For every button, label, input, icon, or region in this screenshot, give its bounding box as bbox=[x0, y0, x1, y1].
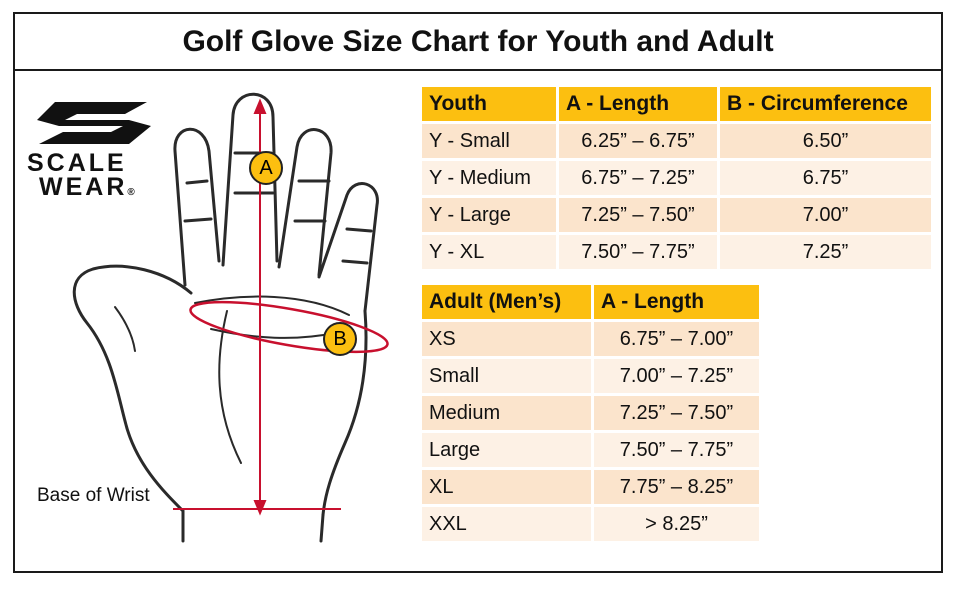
hand-diagram: SCALE WEAR® bbox=[15, 71, 415, 571]
youth-length-cell: 6.75” – 7.25” bbox=[559, 161, 717, 195]
youth-header-size: Youth bbox=[422, 87, 556, 121]
table-row: Y - Large 7.25” – 7.50” 7.00” bbox=[422, 198, 931, 232]
badge-b: B bbox=[323, 322, 357, 356]
adult-size-cell: Large bbox=[422, 433, 591, 467]
adult-header-size: Adult (Men’s) bbox=[422, 285, 591, 319]
adult-header-row: Adult (Men’s) A - Length bbox=[422, 285, 759, 319]
adult-length-cell: > 8.25” bbox=[594, 507, 759, 541]
table-row: XL 7.75” – 8.25” bbox=[422, 470, 759, 504]
adult-size-cell: Medium bbox=[422, 396, 591, 430]
page-title: Golf Glove Size Chart for Youth and Adul… bbox=[15, 14, 941, 71]
youth-header-length: A - Length bbox=[559, 87, 717, 121]
adult-header-length: A - Length bbox=[594, 285, 759, 319]
badge-b-label: B bbox=[333, 327, 347, 350]
table-row: Medium 7.25” – 7.50” bbox=[422, 396, 759, 430]
youth-size-cell: Y - XL bbox=[422, 235, 556, 269]
adult-size-cell: XS bbox=[422, 322, 591, 356]
table-row: XS 6.75” – 7.00” bbox=[422, 322, 759, 356]
youth-size-cell: Y - Large bbox=[422, 198, 556, 232]
youth-size-cell: Y - Medium bbox=[422, 161, 556, 195]
adult-size-cell: XXL bbox=[422, 507, 591, 541]
adult-length-cell: 7.25” – 7.50” bbox=[594, 396, 759, 430]
youth-header-row: Youth A - Length B - Circumference bbox=[422, 87, 931, 121]
youth-length-cell: 6.25” – 6.75” bbox=[559, 124, 717, 158]
table-row: Large 7.50” – 7.75” bbox=[422, 433, 759, 467]
youth-circ-cell: 6.75” bbox=[720, 161, 931, 195]
wrist-label: Base of Wrist bbox=[37, 485, 150, 506]
youth-length-cell: 7.25” – 7.50” bbox=[559, 198, 717, 232]
youth-header-circumference: B - Circumference bbox=[720, 87, 931, 121]
badge-a: A bbox=[249, 151, 283, 185]
scale-wear-logo-icon bbox=[37, 102, 151, 144]
adult-length-cell: 7.50” – 7.75” bbox=[594, 433, 759, 467]
youth-circ-cell: 6.50” bbox=[720, 124, 931, 158]
logo-line1: SCALE bbox=[27, 149, 127, 177]
youth-circ-cell: 7.25” bbox=[720, 235, 931, 269]
badge-a-label: A bbox=[259, 156, 273, 179]
table-row: XXL > 8.25” bbox=[422, 507, 759, 541]
adult-size-cell: Small bbox=[422, 359, 591, 393]
adult-size-cell: XL bbox=[422, 470, 591, 504]
adult-length-cell: 7.00” – 7.25” bbox=[594, 359, 759, 393]
youth-size-cell: Y - Small bbox=[422, 124, 556, 158]
table-row: Y - XL 7.50” – 7.75” 7.25” bbox=[422, 235, 931, 269]
logo-line2: WEAR® bbox=[39, 173, 135, 201]
adult-size-table: Adult (Men’s) A - Length XS 6.75” – 7.00… bbox=[419, 282, 762, 544]
youth-length-cell: 7.50” – 7.75” bbox=[559, 235, 717, 269]
table-row: Small 7.00” – 7.25” bbox=[422, 359, 759, 393]
adult-length-cell: 7.75” – 8.25” bbox=[594, 470, 759, 504]
youth-circ-cell: 7.00” bbox=[720, 198, 931, 232]
hand-outline-icon bbox=[72, 92, 389, 543]
adult-length-cell: 6.75” – 7.00” bbox=[594, 322, 759, 356]
chart-frame: Golf Glove Size Chart for Youth and Adul… bbox=[13, 12, 943, 573]
table-row: Y - Small 6.25” – 6.75” 6.50” bbox=[422, 124, 931, 158]
youth-size-table: Youth A - Length B - Circumference Y - S… bbox=[419, 84, 934, 272]
table-row: Y - Medium 6.75” – 7.25” 6.75” bbox=[422, 161, 931, 195]
